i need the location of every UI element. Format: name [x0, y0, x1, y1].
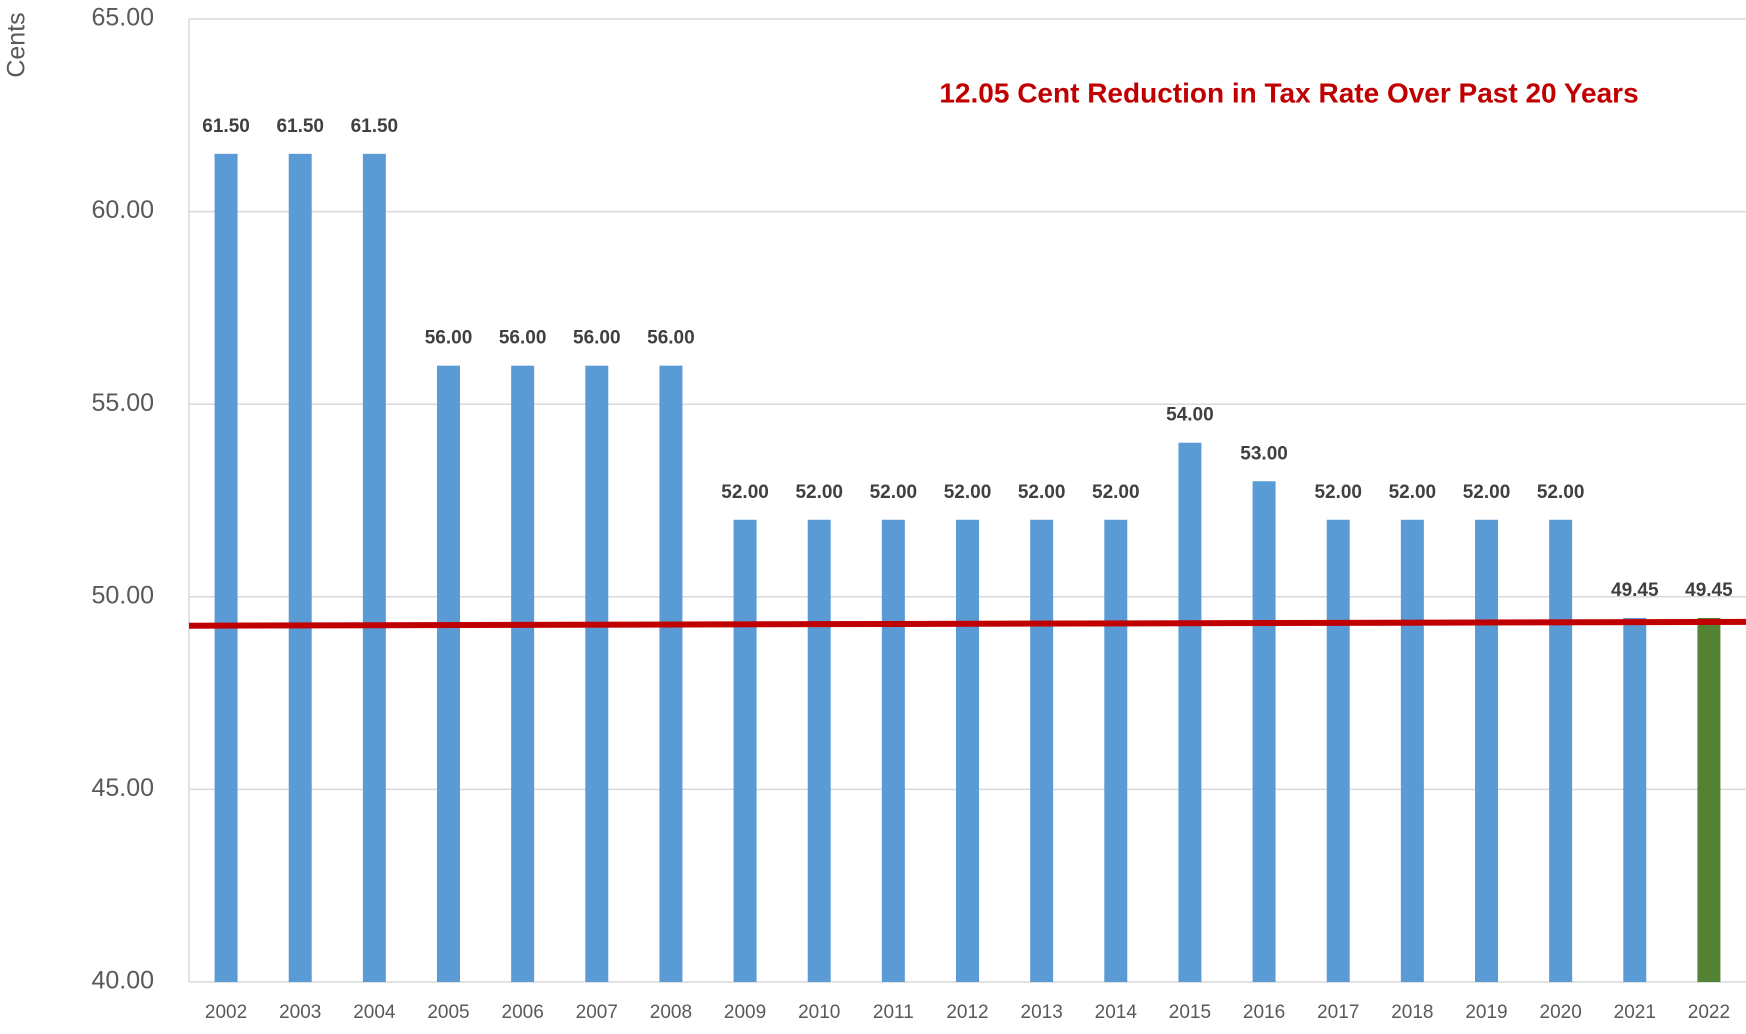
data-label: 53.00 [1240, 443, 1288, 464]
x-tick-label: 2010 [798, 1002, 840, 1023]
data-label: 54.00 [1166, 405, 1214, 426]
data-label: 52.00 [944, 482, 992, 503]
bar [1549, 519, 1573, 982]
bar [511, 365, 535, 982]
bar [1252, 481, 1276, 982]
x-tick-label: 2002 [205, 1002, 247, 1023]
data-label: 56.00 [425, 328, 473, 349]
annotation: 12.05 Cent Reduction in Tax Rate Over Pa… [939, 77, 1638, 108]
bar [956, 519, 979, 982]
bar [1475, 519, 1498, 982]
x-tick-label: 2014 [1095, 1002, 1138, 1023]
x-tick-label: 2011 [873, 1002, 914, 1023]
x-tick-label: 2016 [1243, 1002, 1285, 1023]
data-label: 52.00 [1018, 482, 1066, 503]
y-tick-label: 50.00 [91, 581, 154, 609]
bar [362, 153, 386, 982]
bar [288, 153, 312, 982]
x-tick-label: 2020 [1540, 1002, 1582, 1023]
data-label: 52.00 [1463, 482, 1511, 503]
data-label: 49.45 [1611, 580, 1659, 601]
x-tick-label: 2006 [502, 1002, 544, 1023]
data-label: 52.00 [795, 482, 843, 503]
data-label: 52.00 [1537, 482, 1585, 503]
bar [1030, 519, 1054, 982]
x-tick-label: 2009 [724, 1002, 766, 1023]
bar [1178, 442, 1202, 983]
bar [1326, 519, 1350, 982]
reference-line [188, 618, 1746, 629]
data-label: 52.00 [1314, 482, 1362, 503]
data-label: 61.50 [351, 116, 399, 137]
y-tick-label: 55.00 [91, 389, 154, 417]
x-tick-label: 2013 [1021, 1002, 1063, 1023]
x-tick-label: 2017 [1317, 1002, 1359, 1023]
x-tick-label: 2007 [576, 1002, 618, 1023]
bar [1104, 519, 1128, 982]
data-label: 56.00 [499, 328, 547, 349]
data-label: 52.00 [1092, 482, 1140, 503]
x-tick-label: 2005 [427, 1002, 469, 1023]
bar [585, 365, 609, 982]
bar [807, 519, 831, 982]
data-label: 61.50 [202, 116, 250, 137]
x-tick-label: 2021 [1614, 1002, 1656, 1023]
bar [733, 519, 757, 982]
bar [437, 365, 460, 982]
x-tick-label: 2004 [353, 1002, 396, 1023]
y-tick-label: 45.00 [91, 774, 154, 802]
bar [659, 365, 683, 982]
y-tick-label: 40.00 [91, 967, 154, 995]
x-tick-label: 2015 [1169, 1002, 1211, 1023]
x-tick-label: 2018 [1391, 1002, 1433, 1023]
bar [881, 519, 905, 982]
x-tick-label: 2003 [279, 1002, 321, 1023]
data-label: 49.45 [1685, 580, 1733, 601]
data-label: 56.00 [647, 328, 695, 349]
data-label: 52.00 [1389, 482, 1437, 503]
bar [1697, 617, 1721, 982]
bar [1400, 519, 1424, 982]
data-label: 52.00 [721, 482, 769, 503]
x-tick-label: 2008 [650, 1002, 692, 1023]
bar [1623, 617, 1647, 982]
y-tick-label: 65.00 [91, 4, 154, 32]
bar [214, 153, 238, 982]
x-tick-label: 2019 [1465, 1002, 1507, 1023]
y-axis-label: Cents [3, 12, 31, 77]
data-label: 56.00 [573, 328, 621, 349]
y-tick-label: 60.00 [91, 196, 154, 224]
x-tick-label: 2012 [946, 1002, 988, 1023]
data-label: 61.50 [276, 116, 324, 137]
x-tick-label: 2022 [1688, 1002, 1730, 1023]
data-label: 52.00 [870, 482, 918, 503]
